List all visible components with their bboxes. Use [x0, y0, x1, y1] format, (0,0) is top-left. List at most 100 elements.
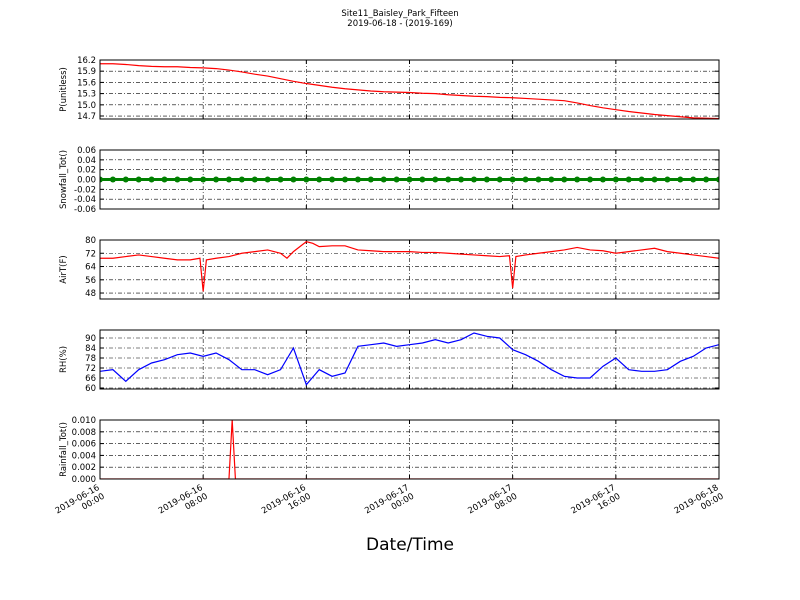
- data-point: [213, 176, 220, 183]
- data-point: [264, 176, 271, 183]
- plot-area: [100, 176, 719, 183]
- y-tick-label: -0.02: [74, 185, 96, 195]
- data-point: [100, 176, 103, 183]
- data-point: [703, 176, 710, 183]
- data-point: [432, 176, 439, 183]
- data-point: [342, 176, 349, 183]
- y-tick-label: 15.0: [77, 101, 96, 111]
- plot-frame: [99, 329, 720, 390]
- y-tick-label: 0.02: [77, 166, 96, 176]
- data-point: [548, 176, 555, 183]
- data-point: [625, 176, 632, 183]
- data-point: [612, 176, 619, 183]
- data-point: [135, 176, 142, 183]
- data-point: [445, 176, 452, 183]
- y-tick-label: 72: [85, 364, 96, 374]
- y-axis-label: Snowfall_Tot(): [59, 150, 69, 209]
- data-point: [225, 176, 232, 183]
- y-tick-label: 0.04: [77, 156, 96, 166]
- y-tick-label: 15.3: [77, 90, 96, 100]
- title: Site11_Baisley_Park_Fifteen: [341, 9, 458, 19]
- plot-area: [100, 63, 719, 119]
- plot-area: [100, 241, 719, 292]
- data-point: [535, 176, 542, 183]
- data-point: [109, 176, 116, 183]
- data-point: [393, 176, 400, 183]
- data-point: [200, 176, 207, 183]
- data-point: [406, 176, 413, 183]
- data-point: [316, 176, 323, 183]
- data-point: [716, 176, 719, 183]
- data-line: [100, 332, 719, 386]
- y-tick-label: 90: [85, 334, 96, 344]
- data-point: [599, 176, 606, 183]
- y-tick-label: 48: [85, 289, 96, 299]
- y-tick-label: 0.06: [77, 146, 96, 156]
- data-point: [664, 176, 671, 183]
- data-point: [238, 176, 245, 183]
- data-point: [277, 176, 284, 183]
- plot-frame: [99, 149, 720, 210]
- y-tick-label: 16.2: [77, 56, 96, 66]
- data-point: [174, 176, 181, 183]
- data-point: [470, 176, 477, 183]
- subtitle: 2019-06-18 - (2019-169): [347, 19, 452, 29]
- data-point: [638, 176, 645, 183]
- y-axis-label: RH(%): [59, 346, 69, 373]
- data-point: [690, 176, 697, 183]
- y-axis-label: P(unitless): [59, 67, 69, 112]
- data-point: [574, 176, 581, 183]
- y-tick-label: 0.006: [72, 440, 96, 450]
- y-tick-label: 0.002: [72, 463, 96, 473]
- data-point: [329, 176, 336, 183]
- data-point: [458, 176, 465, 183]
- y-axis-label: Rainfall_Tot(): [59, 422, 69, 477]
- y-tick-label: 0.010: [72, 416, 96, 426]
- plot-area: [100, 332, 719, 386]
- y-tick-label: 15.9: [77, 67, 96, 77]
- data-point: [522, 176, 529, 183]
- y-tick-label: 64: [85, 263, 96, 273]
- data-point: [122, 176, 129, 183]
- data-point: [303, 176, 310, 183]
- data-line: [100, 241, 719, 292]
- data-point: [187, 176, 194, 183]
- data-point: [651, 176, 658, 183]
- data-point: [354, 176, 361, 183]
- y-tick-label: -0.06: [74, 205, 96, 215]
- data-line: [100, 63, 719, 119]
- data-point: [161, 176, 168, 183]
- y-tick-label: 66: [85, 374, 96, 384]
- y-tick-label: 0.00: [77, 176, 96, 186]
- y-tick-label: 14.7: [77, 112, 96, 122]
- data-point: [587, 176, 594, 183]
- data-point: [148, 176, 155, 183]
- y-tick-label: 0.000: [72, 475, 96, 485]
- data-point: [496, 176, 503, 183]
- y-tick-label: 60: [85, 384, 96, 394]
- y-tick-label: 72: [85, 249, 96, 259]
- y-tick-label: 78: [85, 354, 96, 364]
- data-point: [483, 176, 490, 183]
- y-tick-label: 84: [85, 344, 96, 354]
- data-point: [367, 176, 374, 183]
- y-tick-label: 0.008: [72, 428, 96, 438]
- data-point: [509, 176, 516, 183]
- y-tick-label: 56: [85, 276, 96, 286]
- data-point: [677, 176, 684, 183]
- data-point: [290, 176, 297, 183]
- x-axis-label: Date/Time: [366, 535, 454, 555]
- y-tick-label: 80: [85, 236, 96, 246]
- y-tick-label: 0.004: [72, 451, 96, 461]
- data-point: [419, 176, 426, 183]
- y-axis-label: AirT(F): [59, 255, 69, 283]
- plot-frame: [99, 59, 720, 120]
- data-point: [380, 176, 387, 183]
- data-point: [251, 176, 258, 183]
- y-tick-label: 15.6: [77, 78, 96, 88]
- plot-frame: [99, 419, 720, 480]
- plot-frame: [99, 239, 720, 300]
- data-point: [561, 176, 568, 183]
